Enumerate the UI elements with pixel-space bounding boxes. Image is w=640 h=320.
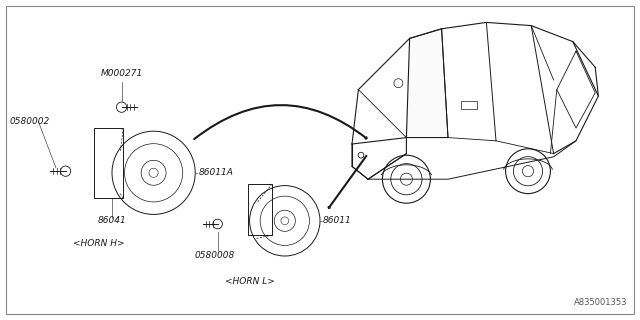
Text: <HORN H>: <HORN H> bbox=[74, 239, 125, 248]
Text: 86041: 86041 bbox=[98, 216, 126, 225]
Text: M000271: M000271 bbox=[100, 69, 143, 78]
Text: 86011A: 86011A bbox=[198, 168, 233, 177]
Text: <HORN L>: <HORN L> bbox=[225, 277, 275, 286]
Bar bbox=[248, 184, 272, 235]
Text: A835001353: A835001353 bbox=[573, 298, 627, 307]
Bar bbox=[95, 128, 123, 198]
Text: 86011: 86011 bbox=[323, 216, 352, 225]
Text: 0580008: 0580008 bbox=[195, 252, 234, 260]
Polygon shape bbox=[406, 29, 448, 138]
Bar bbox=[461, 101, 477, 109]
Text: 0580002: 0580002 bbox=[10, 117, 50, 126]
